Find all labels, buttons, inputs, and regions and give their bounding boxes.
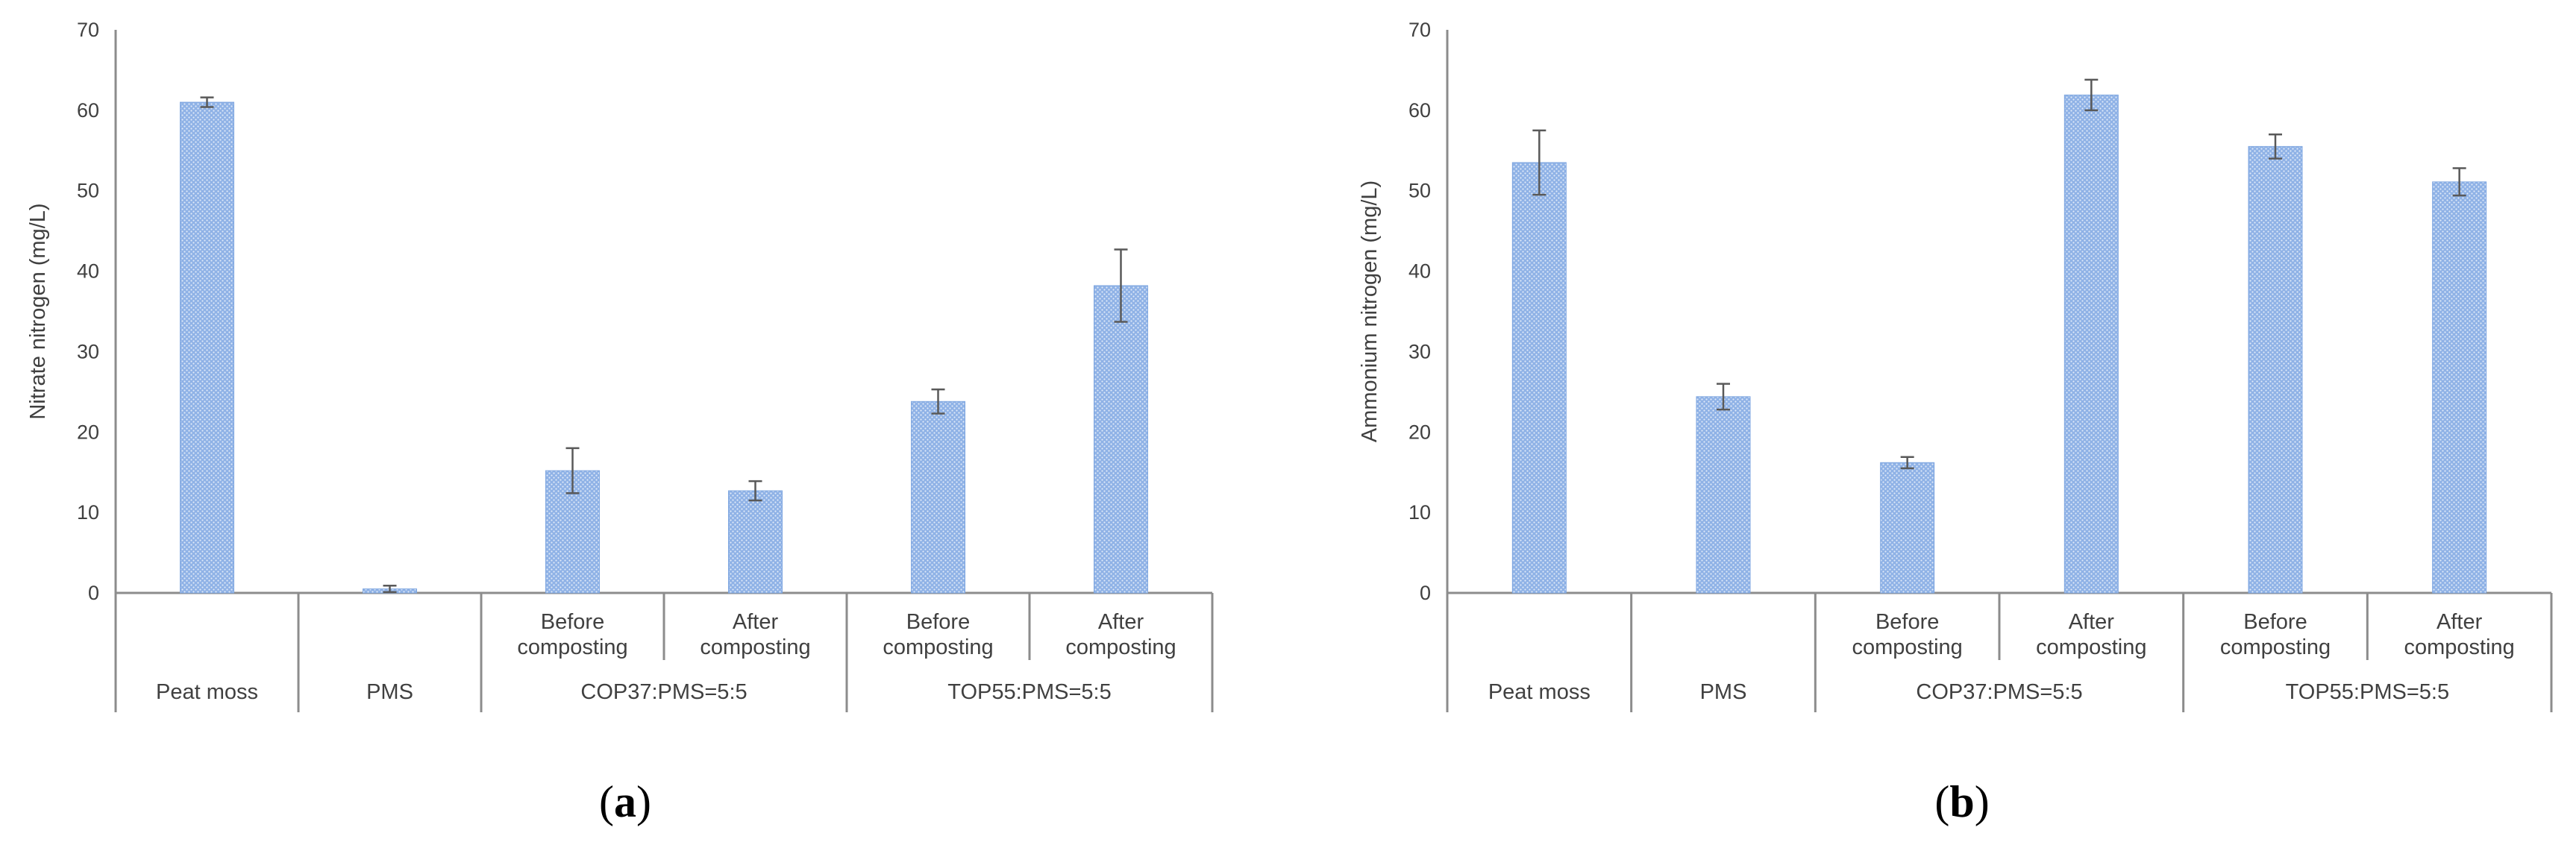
group-label: TOP55:PMS=5:5 [947, 680, 1112, 704]
bar [1094, 285, 1148, 594]
group-label: COP37:PMS=5:5 [580, 680, 747, 704]
group-label: TOP55:PMS=5:5 [2286, 680, 2450, 704]
group-label: COP37:PMS=5:5 [1916, 680, 2082, 704]
category-label: Peat moss [156, 680, 258, 704]
y-tick-label: 50 [77, 180, 99, 202]
y-tick-label: 40 [1408, 260, 1431, 283]
category-label: Peat moss [1488, 680, 1591, 704]
category-label: composting [2404, 635, 2515, 659]
y-tick-label: 70 [1408, 19, 1431, 41]
category-label: composting [517, 635, 627, 659]
category-label: composting [700, 635, 810, 659]
y-tick-label: 30 [1408, 340, 1431, 362]
y-tick-label: 20 [77, 421, 99, 443]
bar [2248, 145, 2303, 594]
bar [1511, 162, 1567, 594]
category-label: After [2436, 610, 2483, 634]
y-tick-label: 10 [77, 501, 99, 524]
y-tick-label: 0 [1420, 582, 1431, 604]
panel-label: (a) [599, 777, 651, 826]
category-label: After [733, 610, 779, 634]
bar [728, 490, 783, 594]
y-tick-label: 50 [1408, 180, 1431, 202]
category-label: Before [2243, 610, 2307, 634]
y-tick-label: 40 [77, 260, 99, 283]
category-label: composting [883, 635, 993, 659]
bar [180, 101, 234, 594]
y-tick-label: 0 [88, 582, 99, 604]
y-tick-label: 10 [1408, 501, 1431, 524]
bar [2063, 94, 2119, 594]
category-label: PMS [1700, 680, 1747, 704]
y-tick-label: 30 [77, 340, 99, 362]
category-label: Before [541, 610, 604, 634]
y-axis-title: Ammonium nitrogen (mg/L) [1358, 180, 1382, 442]
category-label: Before [1875, 610, 1939, 634]
y-axis-title: Nitrate nitrogen (mg/L) [26, 203, 50, 419]
y-tick-label: 20 [1408, 421, 1431, 443]
chart-b: 0 10 20 30 40 50 60 70 Ammonium nitrogen (mg/L) P… [1358, 19, 2553, 826]
category-label: After [2069, 610, 2115, 634]
bar [1880, 462, 1935, 594]
category-label: composting [1065, 635, 1176, 659]
category-label: Before [906, 610, 970, 634]
category-label: After [1098, 610, 1144, 634]
bar [2432, 181, 2487, 594]
chart-a: 0 10 20 30 40 50 60 70 Nitrate nitrogen (mg/L) Pe… [26, 19, 1214, 826]
y-tick-label: 70 [77, 19, 99, 41]
y-tick-label: 60 [77, 99, 99, 122]
bar [911, 401, 965, 594]
category-label: PMS [366, 680, 413, 704]
panel-label: (b) [1934, 777, 1989, 826]
bar [1696, 396, 1751, 594]
y-tick-label: 60 [1408, 99, 1431, 122]
category-label: composting [2220, 635, 2331, 659]
category-label: composting [1852, 635, 1963, 659]
category-label: composting [2036, 635, 2146, 659]
